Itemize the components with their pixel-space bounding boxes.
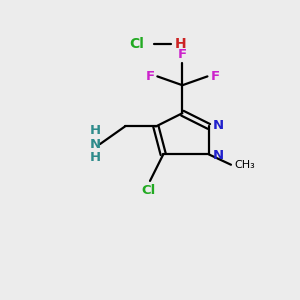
Text: N: N: [212, 119, 224, 132]
Text: Cl: Cl: [129, 37, 144, 51]
Text: CH₃: CH₃: [234, 160, 255, 170]
Text: H: H: [175, 37, 187, 51]
Text: H: H: [90, 124, 101, 137]
Text: H: H: [90, 152, 101, 164]
Text: N: N: [90, 138, 101, 151]
Text: F: F: [145, 70, 154, 83]
Text: F: F: [210, 70, 220, 83]
Text: F: F: [178, 48, 187, 61]
Text: N: N: [212, 149, 224, 162]
Text: Cl: Cl: [141, 184, 156, 197]
